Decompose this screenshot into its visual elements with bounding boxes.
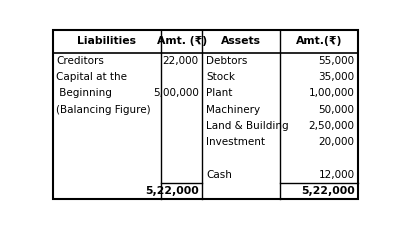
- Text: 5,00,000: 5,00,000: [153, 89, 199, 99]
- Text: Beginning: Beginning: [56, 89, 112, 99]
- Text: 20,000: 20,000: [319, 137, 355, 147]
- Text: 2,50,000: 2,50,000: [309, 121, 355, 131]
- Text: 12,000: 12,000: [318, 170, 355, 180]
- Text: 1,00,000: 1,00,000: [309, 89, 355, 99]
- Text: 5,22,000: 5,22,000: [301, 186, 355, 196]
- Text: Creditors: Creditors: [56, 56, 104, 66]
- Text: Amt.(₹): Amt.(₹): [296, 36, 342, 46]
- Text: Liabilities: Liabilities: [77, 36, 136, 46]
- Text: Debtors: Debtors: [206, 56, 247, 66]
- Text: (Balancing Figure): (Balancing Figure): [56, 105, 151, 115]
- Text: 55,000: 55,000: [318, 56, 355, 66]
- Text: Capital at the: Capital at the: [56, 72, 128, 82]
- Text: Amt. (₹): Amt. (₹): [157, 36, 207, 46]
- Text: Plant: Plant: [206, 89, 233, 99]
- Text: Assets: Assets: [221, 36, 261, 46]
- Text: 50,000: 50,000: [319, 105, 355, 115]
- Text: 5,22,000: 5,22,000: [145, 186, 199, 196]
- Text: Cash: Cash: [206, 170, 232, 180]
- Text: Stock: Stock: [206, 72, 235, 82]
- Text: Land & Building: Land & Building: [206, 121, 289, 131]
- Text: 22,000: 22,000: [162, 56, 199, 66]
- Text: Machinery: Machinery: [206, 105, 260, 115]
- Text: 35,000: 35,000: [318, 72, 355, 82]
- Text: Investment: Investment: [206, 137, 265, 147]
